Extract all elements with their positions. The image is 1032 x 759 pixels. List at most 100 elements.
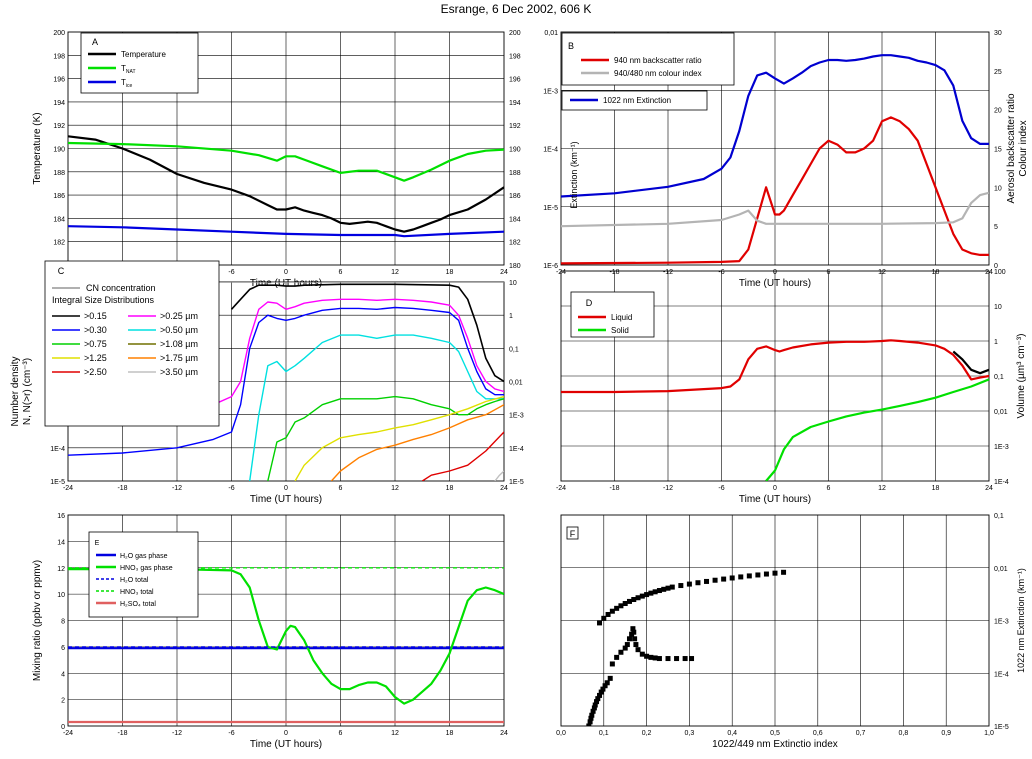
series-line xyxy=(561,54,989,198)
legend-label: >0.50 µm xyxy=(160,325,198,335)
x-tick-label: 0 xyxy=(284,269,288,276)
y-tick-label: 1E-4 xyxy=(543,147,558,154)
y-axis-title: 1022 nm Extinction (km⁻¹) xyxy=(1016,568,1026,673)
x-tick-label: 0,1 xyxy=(599,730,609,737)
subscript: NAT xyxy=(126,69,136,75)
data-point xyxy=(669,584,675,590)
x-tick-label: 1,0 xyxy=(984,730,994,737)
y2-tick-label: 180 xyxy=(509,263,521,270)
y2-tick-label: 20 xyxy=(994,108,1002,115)
x-tick-label: -12 xyxy=(172,730,182,737)
y-axis-title: Temperature (K) xyxy=(32,112,43,184)
data-point xyxy=(665,656,671,662)
x-tick-label: 18 xyxy=(446,485,454,492)
x-tick-label: 6 xyxy=(339,269,343,276)
x-tick-label: 12 xyxy=(878,485,886,492)
data-point xyxy=(586,723,592,726)
data-point xyxy=(639,651,645,657)
x-tick-label: 24 xyxy=(500,269,508,276)
data-point xyxy=(661,586,667,592)
legend-label: Liquid xyxy=(611,313,632,322)
x-tick-label: 0,4 xyxy=(727,730,737,737)
data-point xyxy=(648,590,654,596)
legend-label: 940 nm backscatter ratio xyxy=(614,56,702,65)
series-line xyxy=(68,306,504,456)
y-tick-label: 16 xyxy=(57,513,65,520)
data-point xyxy=(588,715,594,721)
legend-label: >2.50 xyxy=(84,367,107,377)
y-tick-label: 196 xyxy=(53,77,65,84)
y-tick-label: 184 xyxy=(53,216,65,223)
y2-tick-label: 1E-5 xyxy=(994,724,1009,731)
data-point xyxy=(639,593,645,599)
x-tick-label: -12 xyxy=(172,485,182,492)
x-tick-label: 12 xyxy=(391,730,399,737)
y2-tick-label: 194 xyxy=(509,100,521,107)
legend-label: >1.08 µm xyxy=(160,339,198,349)
data-point xyxy=(746,573,752,579)
y2-tick-label: 190 xyxy=(509,147,521,154)
data-point xyxy=(635,595,641,601)
y-tick-label: 192 xyxy=(53,123,65,130)
data-point xyxy=(587,719,593,725)
y2-tick-label: 5 xyxy=(994,224,998,231)
x-tick-label: 6 xyxy=(339,730,343,737)
data-point xyxy=(704,578,710,584)
y2-tick-label: 1E-4 xyxy=(994,479,1009,486)
data-point xyxy=(674,656,680,662)
data-point xyxy=(594,699,600,705)
y2-tick-label: 0,1 xyxy=(994,513,1004,520)
x-tick-label: 0,5 xyxy=(770,730,780,737)
plot-frame xyxy=(67,514,505,727)
panel-label: B xyxy=(568,41,574,51)
x-tick-label: 12 xyxy=(391,485,399,492)
x-tick-label: 18 xyxy=(932,485,940,492)
x-tick-label: 0 xyxy=(284,485,288,492)
data-point xyxy=(595,696,601,702)
x-tick-label: 0,3 xyxy=(685,730,695,737)
legend-box xyxy=(80,32,199,94)
plot-frame xyxy=(560,31,990,266)
panel-label: A xyxy=(92,37,98,47)
data-point xyxy=(590,708,596,714)
x-tick-label: 0,0 xyxy=(556,730,566,737)
figure-title: Esrange, 6 Dec 2002, 606 K xyxy=(440,2,592,16)
x-axis-title: 1022/449 nm Extinctio index xyxy=(712,739,838,750)
y-tick-label: 10 xyxy=(57,592,65,599)
y2-tick-label: 182 xyxy=(509,240,521,247)
data-point xyxy=(591,705,597,711)
data-point xyxy=(618,603,624,609)
y2-tick-label: 10 xyxy=(994,185,1002,192)
series-line xyxy=(561,116,989,265)
series-line xyxy=(68,135,504,233)
legend-label: >1.75 µm xyxy=(160,353,198,363)
data-point xyxy=(589,712,595,718)
data-point xyxy=(635,647,641,653)
data-point xyxy=(781,569,787,575)
data-point xyxy=(652,589,658,595)
data-point xyxy=(632,636,638,642)
series-line xyxy=(330,404,504,481)
x-axis-title: Time (UT hours) xyxy=(250,739,322,750)
y-tick-label: 1E-3 xyxy=(543,88,558,95)
x-tick-label: 0,9 xyxy=(941,730,951,737)
series-line xyxy=(230,283,504,383)
y2-tick-label: 100 xyxy=(994,269,1006,276)
y-tick-label: 12 xyxy=(57,566,65,573)
data-point xyxy=(678,583,684,589)
x-tick-label: -24 xyxy=(63,485,73,492)
data-point xyxy=(602,683,608,689)
x-tick-label: 24 xyxy=(985,485,993,492)
legend-label: Tice xyxy=(121,78,133,89)
data-point xyxy=(630,626,636,632)
series-line xyxy=(68,298,504,421)
legend-label: 1022 nm Extinction xyxy=(603,96,671,105)
y2-tick-label: 0 xyxy=(994,263,998,270)
data-point xyxy=(648,654,654,660)
data-point xyxy=(607,675,613,681)
data-point xyxy=(656,588,662,594)
legend-label: >0.30 xyxy=(84,325,107,335)
plot-frame xyxy=(560,514,990,727)
legend-label: >0.25 µm xyxy=(160,311,198,321)
